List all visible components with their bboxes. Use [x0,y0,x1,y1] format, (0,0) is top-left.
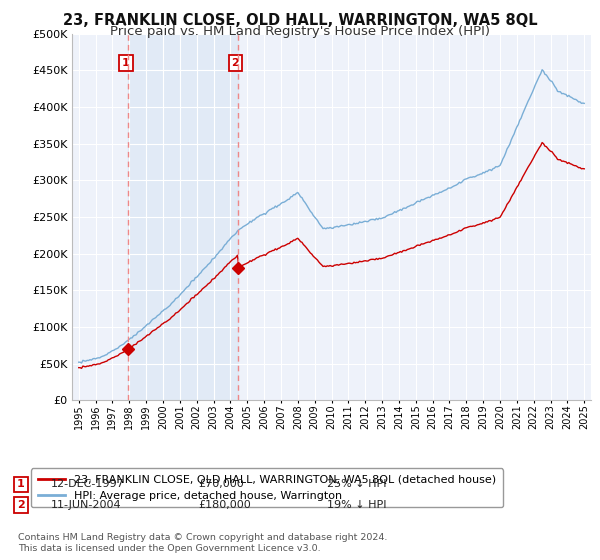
Text: 12-DEC-1997: 12-DEC-1997 [51,479,125,489]
Text: 23, FRANKLIN CLOSE, OLD HALL, WARRINGTON, WA5 8QL: 23, FRANKLIN CLOSE, OLD HALL, WARRINGTON… [62,13,538,28]
Text: £70,000: £70,000 [198,479,244,489]
Text: 1: 1 [17,479,25,489]
Text: 2: 2 [232,58,239,68]
Text: 1: 1 [122,58,130,68]
Bar [128,34,238,400]
Text: Price paid vs. HM Land Registry's House Price Index (HPI): Price paid vs. HM Land Registry's House … [110,25,490,38]
Legend: 23, FRANKLIN CLOSE, OLD HALL, WARRINGTON, WA5 8QL (detached house), HPI: Average: 23, FRANKLIN CLOSE, OLD HALL, WARRINGTON… [31,468,503,507]
Text: 2: 2 [17,500,25,510]
Text: Contains HM Land Registry data © Crown copyright and database right 2024.
This d: Contains HM Land Registry data © Crown c… [18,533,388,553]
Text: 25% ↓ HPI: 25% ↓ HPI [327,479,386,489]
Text: 11-JUN-2004: 11-JUN-2004 [51,500,122,510]
Text: 19% ↓ HPI: 19% ↓ HPI [327,500,386,510]
Text: £180,000: £180,000 [198,500,251,510]
